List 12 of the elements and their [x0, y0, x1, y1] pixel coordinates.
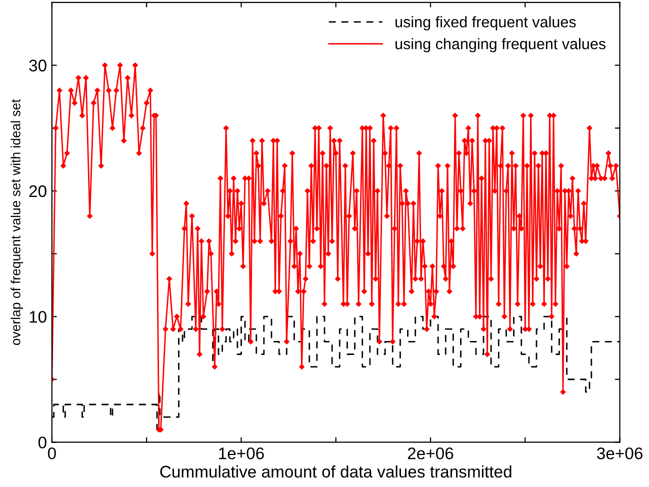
x-tick-label: 0: [48, 447, 56, 460]
y-tick-label: 20: [29, 185, 46, 198]
x-tick-label: 1e+06: [219, 447, 264, 460]
y-tick-label: 30: [29, 60, 46, 72]
x-axis-title: Cummulative amount of data values transmitted: [160, 465, 512, 478]
x-tick-label: 3e+06: [597, 447, 642, 460]
y-axis-title: overlap of frequent value set with ideal set: [10, 99, 23, 345]
y-tick-label: 0: [38, 436, 46, 448]
legend-label: using fixed frequent values: [396, 16, 576, 30]
x-tick-label: 2e+06: [408, 447, 454, 460]
legend-label: using changing frequent values: [396, 38, 606, 52]
y-tick-label: 10: [30, 310, 46, 323]
